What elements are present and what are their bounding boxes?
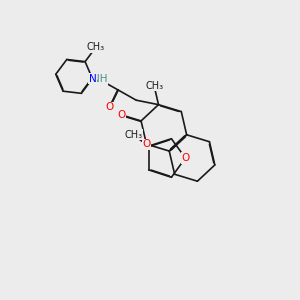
Text: CH₃: CH₃: [87, 42, 105, 52]
Text: O: O: [142, 139, 151, 149]
Text: N: N: [88, 74, 96, 84]
Text: O: O: [117, 110, 125, 120]
Text: O: O: [181, 153, 190, 163]
Text: O: O: [105, 102, 114, 112]
Text: CH₃: CH₃: [124, 130, 142, 140]
Text: NH: NH: [92, 74, 107, 84]
Text: CH₃: CH₃: [145, 81, 163, 91]
